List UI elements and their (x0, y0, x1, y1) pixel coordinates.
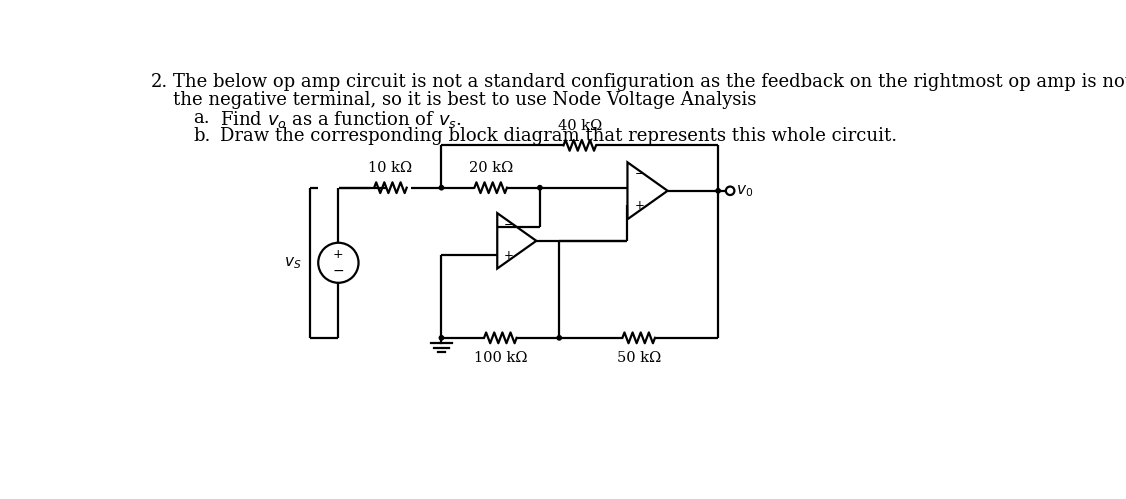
Text: +: + (333, 248, 343, 261)
Text: Find $v_o$ as a function of $v_s$.: Find $v_o$ as a function of $v_s$. (220, 109, 462, 130)
Text: −: − (332, 264, 345, 278)
Text: 10 kΩ: 10 kΩ (368, 161, 412, 175)
Circle shape (439, 336, 444, 340)
Circle shape (439, 186, 444, 190)
Text: The below op amp circuit is not a standard configuration as the feedback on the : The below op amp circuit is not a standa… (173, 73, 1126, 91)
Text: the negative terminal, so it is best to use Node Voltage Analysis: the negative terminal, so it is best to … (173, 91, 757, 109)
Text: 2.: 2. (151, 73, 168, 91)
Text: $v_0$: $v_0$ (736, 183, 753, 199)
Text: a.: a. (194, 109, 211, 127)
Circle shape (538, 186, 542, 190)
Text: −: − (504, 218, 515, 231)
Text: $v_S$: $v_S$ (284, 255, 301, 270)
Text: 40 kΩ: 40 kΩ (557, 119, 602, 133)
Text: Draw the corresponding block diagram that represents this whole circuit.: Draw the corresponding block diagram tha… (220, 127, 897, 145)
Text: b.: b. (194, 127, 211, 145)
Text: +: + (634, 199, 644, 212)
Text: +: + (504, 249, 515, 262)
Text: −: − (634, 167, 644, 180)
Circle shape (716, 189, 721, 193)
Text: 20 kΩ: 20 kΩ (468, 161, 512, 175)
Text: 50 kΩ: 50 kΩ (617, 351, 661, 365)
Circle shape (557, 336, 562, 340)
Text: 100 kΩ: 100 kΩ (474, 351, 527, 365)
